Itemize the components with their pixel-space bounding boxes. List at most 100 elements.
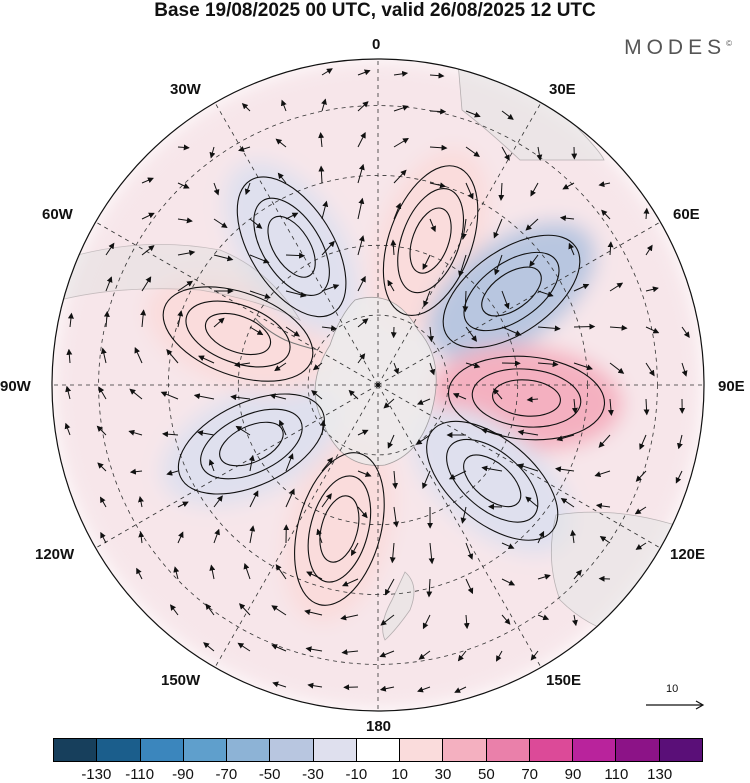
reference-vector-arrow	[646, 700, 705, 710]
wind-arrow	[213, 495, 223, 508]
contour-line	[409, 207, 452, 274]
antarctic-peninsula	[254, 317, 319, 351]
contours	[162, 165, 606, 606]
wind-arrow	[305, 646, 323, 653]
wind-arrow	[465, 110, 481, 118]
wind-arrow	[275, 138, 287, 148]
colorbar-tick-label: -90	[172, 766, 194, 783]
wind-arrow	[517, 463, 539, 472]
wind-arrow	[177, 310, 184, 328]
wind-arrow	[570, 529, 577, 544]
wind-arrow	[494, 254, 503, 276]
contour-line	[219, 421, 284, 467]
wind-arrow	[525, 218, 539, 231]
colorbar-tick-label: -50	[258, 766, 281, 783]
wind-arrow	[393, 506, 399, 528]
wind-arrow	[465, 542, 474, 560]
wind-arrow	[306, 571, 323, 580]
wind-arrow	[285, 326, 300, 337]
wind-arrow	[278, 419, 287, 436]
wind-arrow	[357, 429, 369, 436]
wind-arrow	[357, 506, 368, 519]
wind-arrow	[177, 501, 189, 508]
contour-line	[463, 251, 560, 332]
colorbar-tick-label: 10	[391, 766, 408, 783]
wind-arrow	[460, 506, 467, 524]
wind-arrow	[321, 457, 333, 472]
wind-arrow	[357, 163, 365, 184]
wind-arrow	[422, 614, 431, 630]
wind-arrow	[609, 282, 624, 292]
wind-arrow	[422, 254, 431, 270]
wind-arrow	[64, 422, 71, 436]
wind-arrow	[249, 218, 263, 229]
latitude-circle	[307, 314, 449, 456]
colorbar-swatch	[313, 739, 357, 761]
colorbar-swatch	[659, 739, 702, 761]
reference-vector-label: 10	[666, 683, 679, 695]
wind-arrow	[379, 650, 395, 658]
wind-arrow	[496, 650, 503, 662]
colorbar-swatch	[54, 739, 98, 761]
colorbar-tick-label: 130	[647, 766, 673, 783]
wind-arrow	[643, 398, 650, 416]
wind-arrow	[537, 290, 554, 298]
wind-arrow	[429, 218, 436, 233]
contour-line	[177, 393, 325, 495]
wind-arrow	[341, 578, 359, 587]
wind-arrow	[493, 218, 503, 239]
wind-arrow	[285, 252, 306, 259]
wind-arrow	[681, 326, 690, 339]
lon-label-0: 0	[372, 36, 381, 53]
wind-arrow	[100, 347, 107, 364]
wind-arrow	[177, 144, 190, 151]
wind-arrow	[501, 290, 510, 310]
wind-arrow	[357, 235, 365, 256]
antarctica	[314, 296, 437, 466]
wind-arrow	[559, 215, 575, 222]
wind-arrow	[321, 68, 333, 76]
lon-label-60w: 60W	[42, 206, 73, 223]
wind-arrow	[429, 182, 446, 189]
wind-arrow	[357, 69, 371, 76]
wind-arrow	[429, 72, 445, 79]
wind-arrow	[348, 389, 359, 400]
lon-label-60e: 60E	[673, 206, 700, 223]
lon-label-180: 180	[366, 718, 392, 735]
wind-arrow	[393, 202, 402, 220]
wind-arrow	[393, 70, 409, 77]
colorbar-swatch	[529, 739, 574, 761]
wind-arrow	[136, 567, 143, 580]
wind-arrow	[529, 254, 539, 268]
wind-arrow	[384, 578, 395, 596]
wind-arrow	[415, 434, 431, 445]
brand-mark: ©	[726, 39, 732, 48]
colorbar-tick-label: 90	[564, 766, 582, 783]
wind-arrow	[594, 470, 611, 478]
wind-arrow	[162, 431, 179, 438]
wind-arrow	[393, 137, 409, 148]
wind-arrow	[141, 177, 154, 184]
colorbar-tick-label: 110	[604, 766, 629, 783]
wind-arrow	[598, 434, 611, 448]
wind-arrow	[249, 326, 264, 336]
wind-arrow	[213, 528, 220, 544]
contour-line	[446, 438, 539, 523]
wind-arrow	[321, 325, 338, 332]
wind-arrow	[177, 182, 190, 189]
wind-arrow	[465, 326, 477, 342]
wind-arrow	[418, 650, 431, 660]
colorbar-swatch	[270, 739, 314, 761]
wind-arrow	[573, 569, 582, 580]
wind-arrow	[390, 239, 397, 256]
wind-arrow	[389, 542, 396, 564]
contour-line	[319, 495, 360, 563]
wind-arrow	[208, 459, 215, 472]
wind-arrow	[573, 362, 593, 371]
wind-arrow	[237, 642, 251, 652]
wind-arrow	[645, 244, 653, 256]
wind-arrow	[357, 318, 369, 328]
wind-arrow	[429, 144, 448, 151]
wind-arrow	[422, 470, 431, 490]
wind-arrow	[526, 396, 539, 403]
